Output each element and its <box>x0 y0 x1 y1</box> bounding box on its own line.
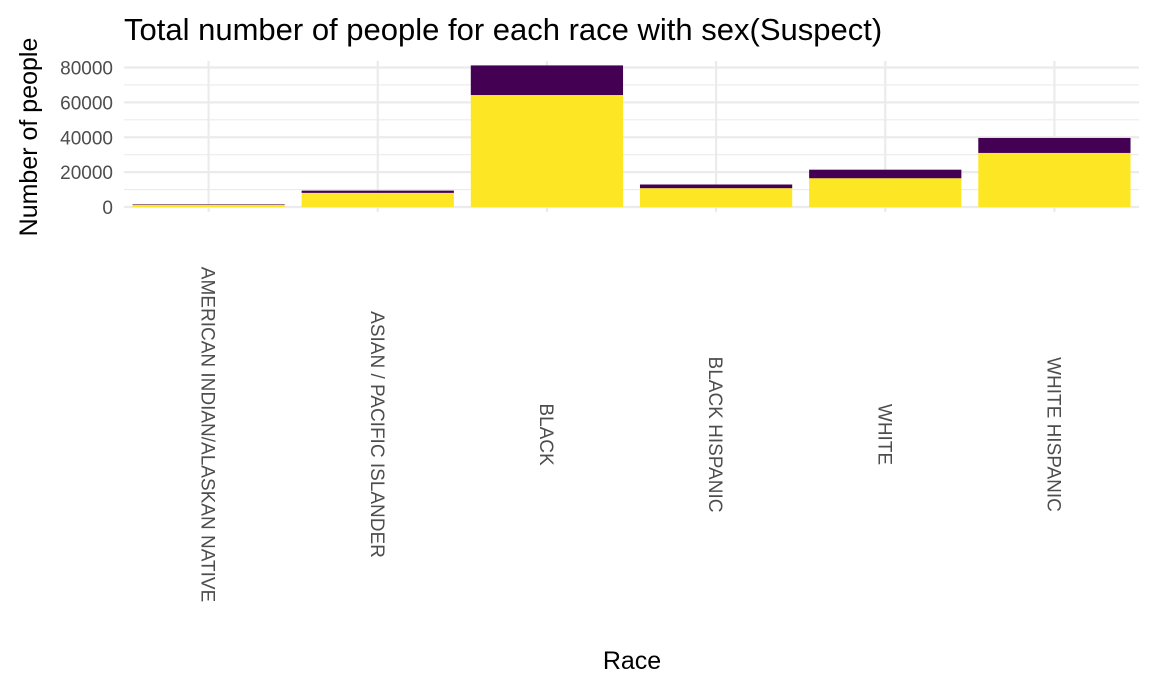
x-axis-title: Race <box>603 647 661 675</box>
x-tick-label: ASIAN / PACIFIC ISLANDER <box>366 311 387 558</box>
bar-segment-upper <box>470 65 624 96</box>
x-tick-label: AMERICAN INDIAN/ALASKAN NATIVE <box>197 267 218 602</box>
y-axis-title: Number of people <box>15 38 43 237</box>
bar-segment-upper <box>639 184 793 189</box>
bar-segment-lower <box>301 192 454 207</box>
x-tick-label: WHITE HISPANIC <box>1042 357 1063 512</box>
bar-segment-lower <box>978 152 1131 207</box>
chart-title: Total number of people for each race wit… <box>124 12 882 47</box>
x-tick-label: BLACK <box>535 403 556 466</box>
bar-segment-lower <box>809 178 962 207</box>
y-tick-label: 0 <box>102 198 113 219</box>
bar-segment-lower <box>132 204 285 207</box>
y-tick-label: 80000 <box>60 59 113 80</box>
y-tick-label: 40000 <box>60 128 113 149</box>
bar-segment-upper <box>809 169 962 179</box>
bars-layer <box>132 65 1131 207</box>
bar-segment-upper <box>132 204 285 205</box>
bar-segment-lower <box>639 188 793 207</box>
x-tick-label: WHITE <box>873 404 894 465</box>
bar-segment-upper <box>301 190 454 193</box>
bar-segment-lower <box>470 95 624 207</box>
y-tick-labels: 0 20000 40000 60000 80000 <box>60 59 113 220</box>
x-tick-labels: AMERICAN INDIAN/ALASKAN NATIVE ASIAN / PA… <box>197 267 1064 602</box>
y-tick-label: 20000 <box>60 163 113 184</box>
y-tick-label: 60000 <box>60 93 113 114</box>
x-tick-label: BLACK HISPANIC <box>704 357 725 513</box>
bar-segment-upper <box>978 137 1131 153</box>
